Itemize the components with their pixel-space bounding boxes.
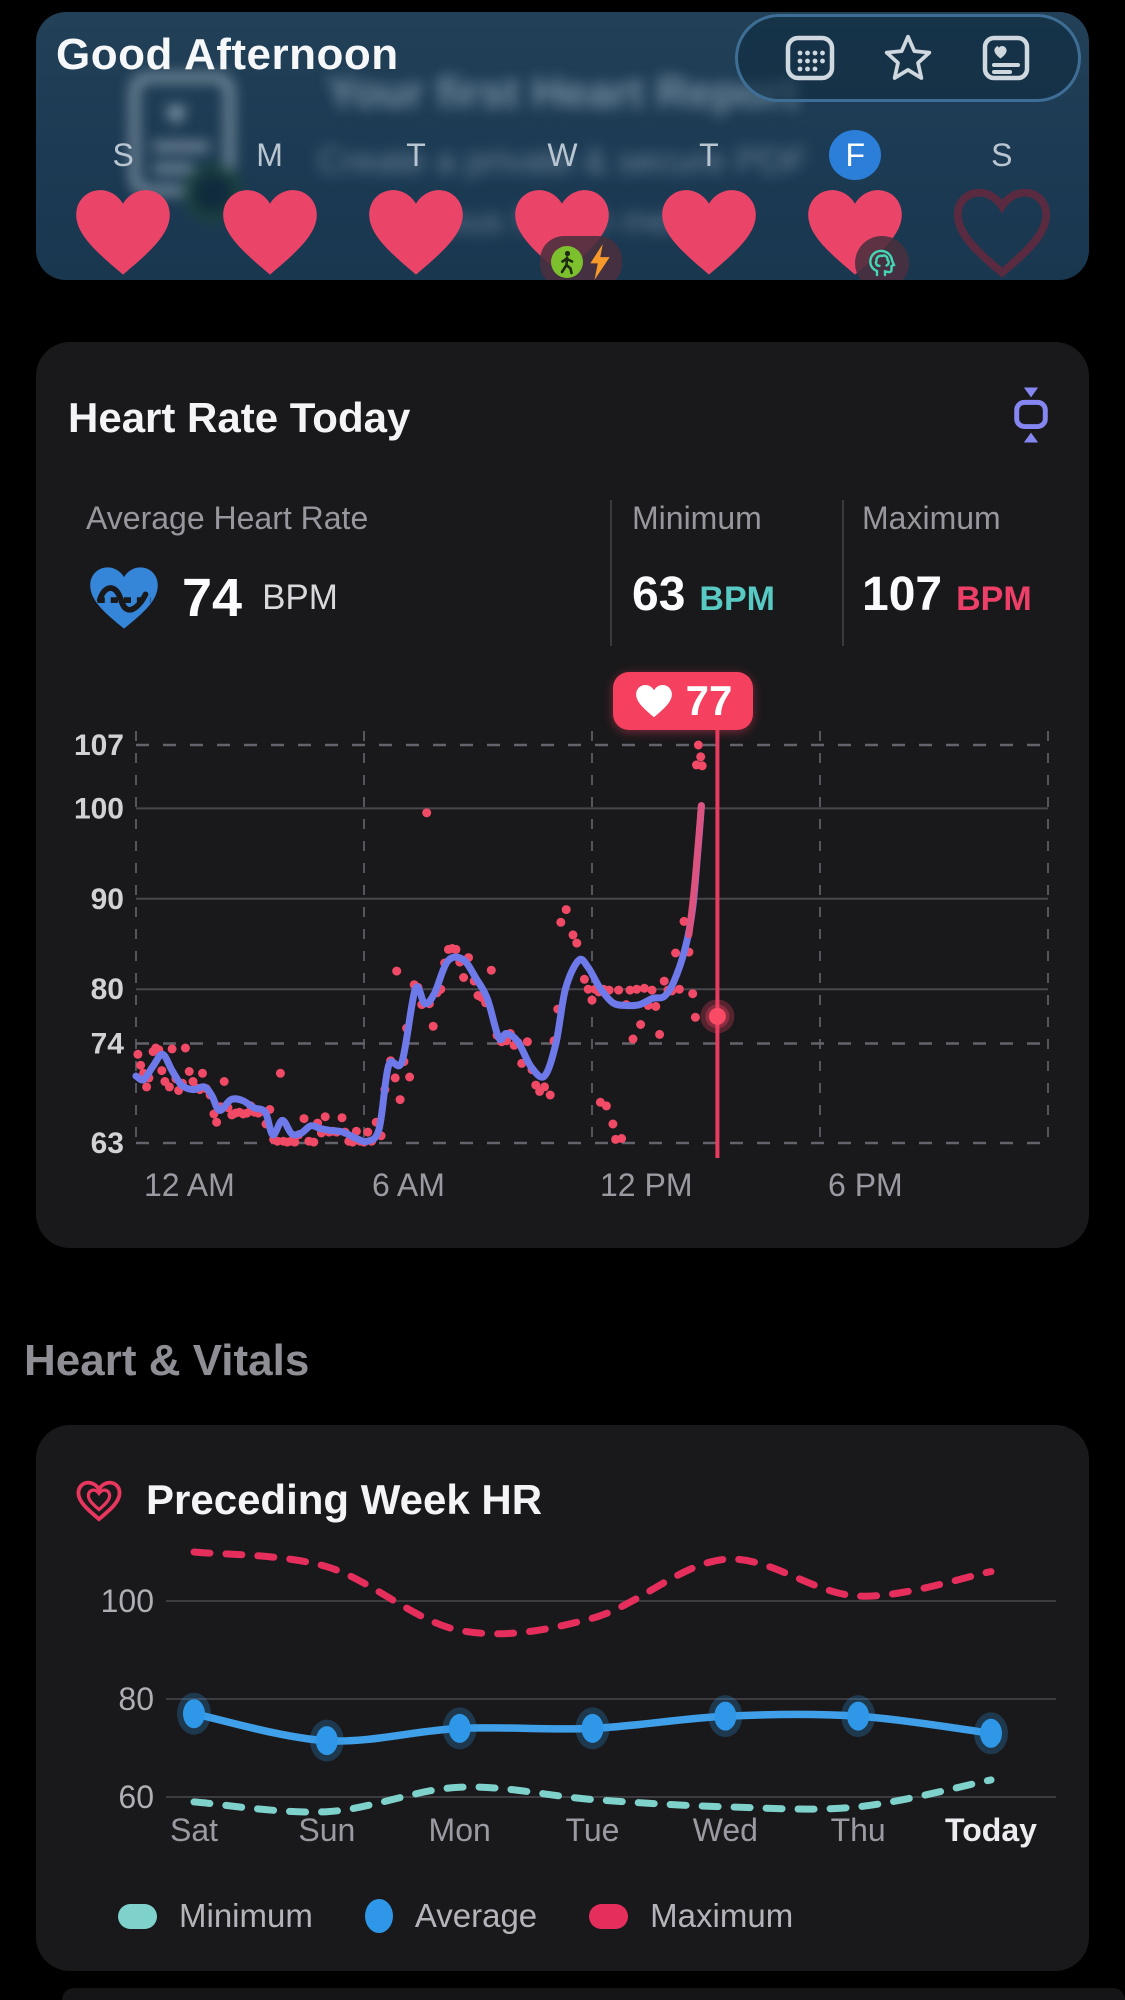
- mindfulness-badge: [855, 236, 910, 280]
- day-column-sat[interactable]: S: [50, 130, 196, 280]
- greeting-banner[interactable]: ♥ Your first Heart Report Create a priva…: [36, 12, 1089, 280]
- maximum-value: 107: [862, 568, 943, 621]
- week-strip: S M T W: [50, 130, 1075, 280]
- day-heart-filled-icon: [662, 190, 756, 275]
- heart-report-icon: [982, 35, 1030, 81]
- preceding-week-card: Preceding Week HR 100 80 60 Sat Sun Mon Tue Wed…: [36, 1425, 1089, 1971]
- day-label: W: [547, 136, 578, 173]
- card-title: Heart Rate Today: [68, 394, 411, 441]
- walk-icon: [551, 246, 584, 278]
- svg-text:107: 107: [74, 729, 124, 762]
- svg-text:12 AM: 12 AM: [144, 1167, 235, 1203]
- svg-text:74: 74: [91, 1027, 125, 1060]
- svg-text:6 AM: 6 AM: [372, 1167, 445, 1203]
- svg-text:80: 80: [91, 973, 124, 1006]
- star-icon: [884, 34, 932, 80]
- chart-tooltip: 77: [613, 672, 753, 730]
- heart-wave-icon: [90, 567, 158, 629]
- minimum-value: 63: [632, 568, 686, 621]
- average-label: Average Heart Rate: [86, 500, 369, 536]
- day-column-thu[interactable]: T: [636, 130, 782, 280]
- vertical-resize-icon: [1014, 387, 1048, 443]
- svg-text:Today: Today: [945, 1812, 1037, 1848]
- heart-icon: ♥: [166, 95, 187, 133]
- day-label: S: [112, 136, 134, 173]
- svg-text:Sat: Sat: [170, 1812, 218, 1848]
- preceding-week-chart[interactable]: 100 80 60 Sat Sun Mon Tue Wed Thu Today: [36, 1521, 1089, 1861]
- legend-label: Maximum: [650, 1897, 794, 1934]
- maximum-stat: Maximum 107 BPM: [862, 500, 1032, 622]
- svg-text:Wed: Wed: [693, 1812, 758, 1848]
- activity-badge: [540, 236, 623, 280]
- svg-text:12 PM: 12 PM: [600, 1167, 692, 1203]
- heart-rate-today-card: Heart Rate Today Average Heart Rate 74: [36, 342, 1089, 1248]
- svg-text:90: 90: [91, 883, 124, 916]
- average-value: 74: [182, 568, 243, 628]
- section-header: Heart & Vitals: [24, 1336, 310, 1385]
- day-heart-filled-icon: [222, 190, 317, 275]
- expand-chart-button[interactable]: [1009, 386, 1053, 444]
- maximum-swatch: [589, 1903, 629, 1929]
- day-label: M: [256, 136, 283, 173]
- svg-text:60: 60: [118, 1779, 154, 1815]
- day-label-selected: F: [829, 130, 882, 180]
- svg-text:6 PM: 6 PM: [828, 1167, 903, 1203]
- average-unit: BPM: [262, 578, 338, 617]
- greeting-title: Good Afternoon: [56, 30, 399, 79]
- svg-text:80: 80: [118, 1681, 154, 1717]
- minimum-unit: BPM: [699, 580, 775, 618]
- svg-text:Thu: Thu: [831, 1812, 886, 1848]
- minimum-stat: Minimum 63 BPM: [632, 500, 775, 622]
- day-column-mon[interactable]: M: [196, 130, 342, 280]
- calendar-button[interactable]: [784, 32, 836, 84]
- card-title: Preceding Week HR: [146, 1476, 543, 1523]
- svg-text:Tue: Tue: [566, 1812, 620, 1848]
- legend-item-average: Average: [364, 1897, 538, 1935]
- next-card-top-edge: [62, 1988, 1125, 2000]
- day-column-sat2[interactable]: S: [929, 130, 1075, 280]
- day-column-fri-selected[interactable]: F: [782, 130, 928, 280]
- divider: [842, 500, 844, 646]
- day-label: T: [406, 136, 426, 173]
- legend-label: Average: [414, 1897, 538, 1934]
- day-label: S: [991, 136, 1013, 173]
- day-column-tue[interactable]: T: [343, 130, 489, 280]
- average-stat: Average Heart Rate 74 BPM: [86, 500, 368, 633]
- svg-text:63: 63: [91, 1127, 124, 1160]
- svg-text:100: 100: [74, 792, 124, 825]
- minimum-swatch: [118, 1903, 157, 1929]
- svg-text:100: 100: [101, 1583, 154, 1619]
- legend-label: Minimum: [179, 1897, 313, 1934]
- legend-item-minimum: Minimum: [118, 1897, 313, 1935]
- day-heart-filled-icon: [369, 190, 463, 275]
- calendar-grid-icon: [785, 35, 835, 81]
- bolt-icon: [590, 244, 611, 280]
- day-heart-outline-icon: [953, 188, 1050, 278]
- svg-text:Sun: Sun: [298, 1812, 355, 1848]
- toolbar-pill: [735, 14, 1081, 102]
- double-heart-icon: [76, 1480, 122, 1522]
- stats-row: Average Heart Rate 74 BPM Minimum 63 BPM: [36, 500, 1089, 648]
- legend-item-maximum: Maximum: [589, 1897, 793, 1935]
- svg-text:Mon: Mon: [429, 1812, 491, 1848]
- maximum-unit: BPM: [956, 580, 1032, 618]
- maximum-label: Maximum: [862, 500, 1001, 536]
- report-button[interactable]: [980, 32, 1032, 84]
- favorites-button[interactable]: [882, 32, 934, 84]
- heart-icon: [635, 684, 672, 718]
- average-swatch: [364, 1899, 393, 1933]
- chart-legend: Minimum Average Maximum: [118, 1897, 793, 1935]
- brain-icon: [869, 249, 896, 277]
- divider: [610, 500, 612, 646]
- day-label: T: [699, 136, 719, 173]
- day-heart-filled-icon: [76, 190, 171, 275]
- day-column-wed[interactable]: W: [489, 130, 635, 280]
- heart-rate-today-chart[interactable]: 107 100 90 80 74 63 12 AM 6 AM 12 PM 6 PM: [36, 660, 1089, 1230]
- minimum-label: Minimum: [632, 500, 762, 536]
- tooltip-value: 77: [685, 677, 733, 724]
